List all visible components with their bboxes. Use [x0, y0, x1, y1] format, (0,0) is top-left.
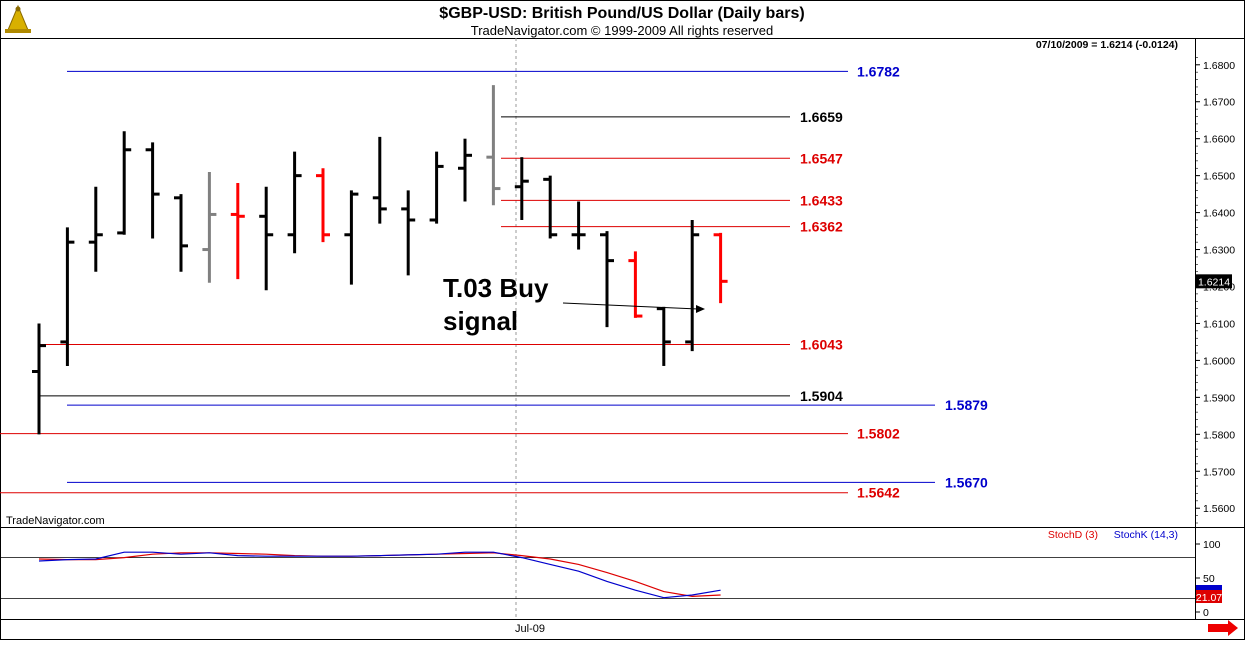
- y-tick-label: 1.6700: [1203, 97, 1235, 109]
- price-level-label: 1.5904: [800, 388, 843, 404]
- ohlc-bar: [60, 227, 75, 366]
- ohlc-bar: [344, 190, 359, 285]
- signal-annotation-line2: signal: [443, 306, 518, 336]
- y-tick-label: 1.5700: [1203, 466, 1235, 478]
- stochk-legend: StochK (14,3): [1114, 529, 1178, 541]
- ohlc-bar: [458, 138, 472, 202]
- indicator-tick-label: 0: [1203, 607, 1209, 619]
- ohlc-bar: [372, 136, 387, 224]
- quote-readout: 07/10/2009 = 1.6214 (-0.0124): [1036, 39, 1178, 51]
- ohlc-bar: [287, 151, 302, 254]
- last-price-badge: 1.6214: [1196, 274, 1232, 289]
- ohlc-bar: [514, 157, 529, 220]
- price-level-label: 1.5670: [945, 474, 988, 490]
- y-tick-label: 1.6000: [1203, 355, 1235, 367]
- y-tick-label: 1.5900: [1203, 392, 1235, 404]
- ohlc-bar: [174, 194, 188, 272]
- stochd-legend: StochD (3): [1048, 529, 1098, 541]
- ohlc-bar: [117, 131, 132, 235]
- price-level-label: 1.6043: [800, 337, 843, 353]
- ohlc-bar: [401, 190, 416, 276]
- signal-arrow: [562, 302, 705, 313]
- ohlc-bar: [543, 175, 558, 239]
- month-label: Jul-09: [515, 623, 545, 635]
- price-level-label: 1.6433: [800, 192, 843, 208]
- chart-title: $GBP-USD: British Pound/US Dollar (Daily…: [439, 5, 804, 22]
- indicator-last-value: 21.07: [1196, 592, 1222, 604]
- y-tick-label: 1.5800: [1203, 429, 1235, 441]
- ohlc-bar: [230, 183, 245, 280]
- ohlc-bar: [571, 201, 586, 250]
- price-level-label: 1.5879: [945, 397, 988, 413]
- price-level-label: 1.6782: [857, 63, 900, 79]
- ohlc-bar: [316, 168, 330, 243]
- watermark: TradeNavigator.com: [6, 515, 105, 527]
- ohlc-bar: [145, 142, 160, 239]
- price-level-label: 1.5802: [857, 426, 900, 442]
- price-bars: [32, 85, 728, 435]
- ohlc-bar: [32, 323, 46, 435]
- price-levels: 1.6782 1.6659 1.6547 1.6433 1.6362 1.6043 1.59…: [0, 63, 988, 501]
- signal-annotation-line1: T.03 Buy: [443, 273, 549, 303]
- ohlc-bar: [259, 186, 274, 291]
- y-tick-label: 1.5600: [1203, 503, 1235, 515]
- price-level-label: 1.6362: [800, 219, 843, 235]
- y-tick-label: 1.6100: [1203, 318, 1235, 330]
- y-tick-label: 1.6800: [1203, 60, 1235, 72]
- chart-subtitle: TradeNavigator.com © 1999-2009 All right…: [471, 23, 773, 38]
- ohlc-bar: [628, 251, 643, 318]
- ohlc-bar: [600, 231, 614, 328]
- ohlc-bar: [202, 171, 217, 283]
- ohlc-bar: [429, 151, 444, 224]
- y-tick-label: 1.6300: [1203, 245, 1235, 257]
- indicator-tick-label: 50: [1203, 573, 1215, 585]
- y-tick-label: 1.6500: [1203, 171, 1235, 183]
- stoch-k-line: [38, 551, 721, 599]
- price-level-label: 1.6547: [800, 150, 843, 166]
- price-level-label: 1.6659: [800, 109, 843, 125]
- indicator-value-badge: 21.07: [1196, 585, 1222, 604]
- indicator-tick-label: 100: [1203, 539, 1221, 551]
- ohlc-bar: [88, 186, 103, 272]
- last-price-value: 1.6214: [1198, 276, 1230, 288]
- price-level-label: 1.5642: [857, 485, 900, 501]
- indicator-axis-ticks: 100 50 0: [1195, 539, 1221, 619]
- logo-icon: [5, 4, 31, 33]
- scroll-right-arrow-icon[interactable]: [1208, 620, 1238, 636]
- y-tick-label: 1.6600: [1203, 134, 1235, 146]
- ohlc-bar: [713, 232, 728, 304]
- ohlc-bar: [486, 85, 501, 206]
- y-axis-ticks: 1.5600 1.5700 1.5800 1.5900 1.6000 1.6100 1.62…: [1195, 57, 1235, 524]
- ohlc-bar: [656, 306, 671, 366]
- ohlc-bar: [685, 219, 700, 352]
- indicator-reference-lines: [0, 557, 1195, 599]
- y-tick-label: 1.6400: [1203, 208, 1235, 220]
